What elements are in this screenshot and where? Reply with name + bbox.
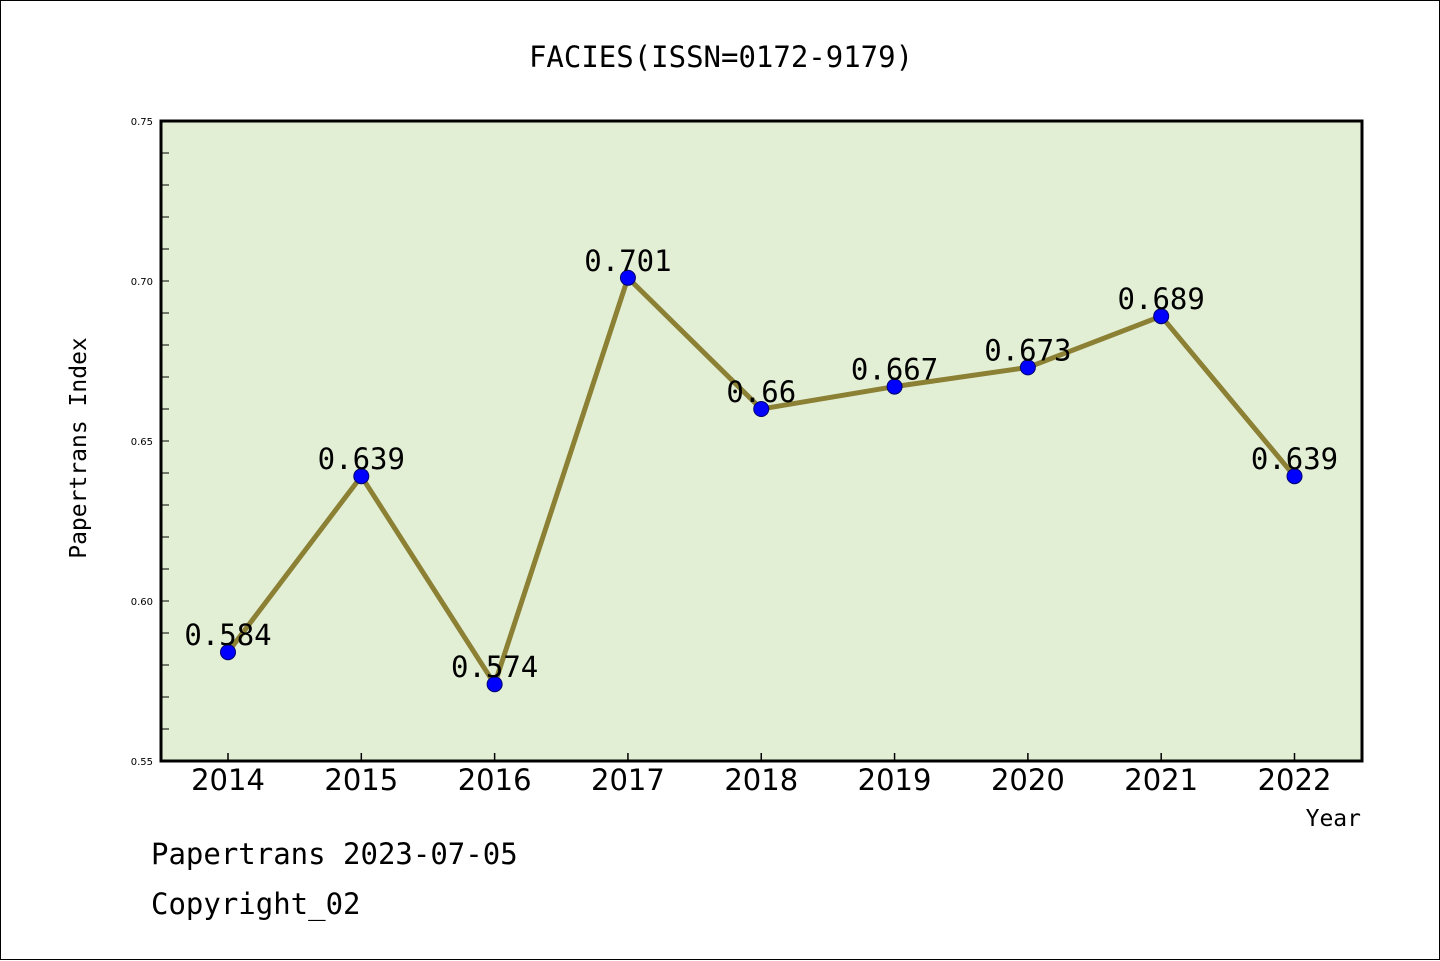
data-label: 0.584 [184,618,271,652]
x-tick-label: 2017 [591,763,665,797]
data-point [619,269,636,286]
data-label: 0.673 [984,333,1071,367]
x-tick-label: 2018 [724,763,798,797]
x-tick-label: 2020 [991,763,1065,797]
x-tick-label: 2022 [1258,763,1332,797]
y-axis: 0.55 0.60 0.65 0.70 0.75 [131,117,169,768]
data-label: 0.639 [1251,442,1338,476]
data-point [886,378,903,395]
x-axis: 2014 2015 2016 2017 2018 2019 2020 2021 2022 [191,753,1331,797]
x-tick-label: 2016 [458,763,532,797]
data-point [1019,359,1036,376]
chart-title: FACIES(ISSN=0172-9179) [529,40,913,74]
plot-area [159,119,1364,763]
data-label: 0.66 [726,375,796,409]
data-label: 0.574 [451,650,538,684]
x-tick-label: 2015 [324,763,398,797]
footer-source: Papertrans 2023-07-05 [151,837,518,871]
x-axis-label: Year [1306,806,1361,832]
y-tick-label: 0.60 [131,597,153,608]
y-tick-label: 0.70 [131,277,153,288]
data-label: 0.701 [584,244,671,278]
data-label: 0.667 [851,353,938,387]
data-labels: 0.584 0.639 0.574 0.701 0.66 0.667 0.673 0.689 0… [184,244,1338,684]
y-tick-label: 0.65 [131,437,153,448]
data-point [220,644,236,661]
y-axis-label: Papertrans Index [66,337,92,559]
x-tick-label: 2014 [191,763,265,797]
y-tick-label: 0.55 [131,757,153,768]
series-line [220,269,1303,693]
data-label: 0.639 [318,442,405,476]
data-point [486,676,503,693]
footer-copyright: Copyright_02 [151,887,361,921]
data-point [753,401,770,417]
data-point [1286,468,1303,485]
data-label: 0.689 [1118,282,1205,316]
x-tick-label: 2021 [1124,763,1198,797]
y-tick-label: 0.75 [131,117,153,128]
x-tick-label: 2019 [858,763,932,797]
data-point [353,468,370,485]
data-point [1153,308,1170,325]
